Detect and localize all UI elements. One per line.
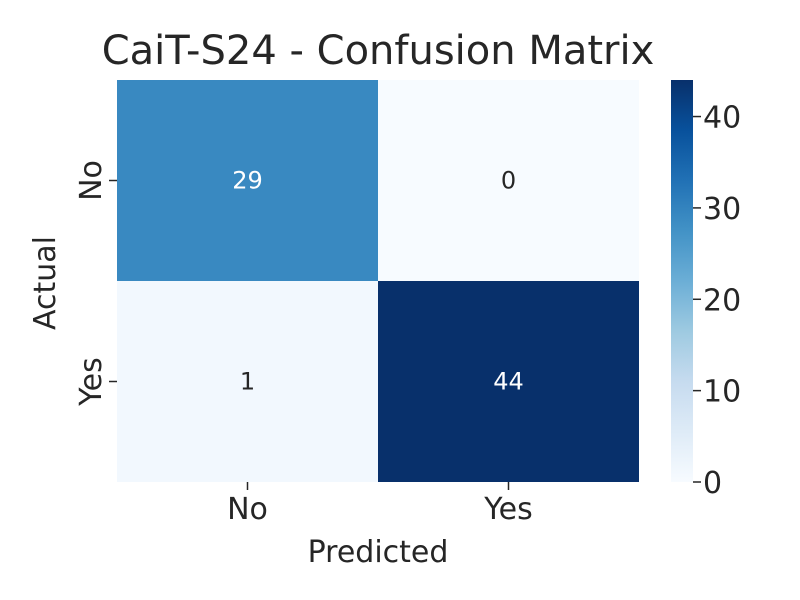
y-tick-label: No <box>74 160 109 201</box>
heatmap-value-0-0: 29 <box>232 167 263 195</box>
colorbar-tick-label: 10 <box>703 375 741 410</box>
heatmap-value-labels: 29 0 1 44 <box>232 167 524 396</box>
y-tick-label: Yes <box>74 357 109 406</box>
heatmap-cell-1-0 <box>117 281 378 482</box>
heatmap-cell-0-0 <box>117 80 378 281</box>
heatmap-cell-0-1 <box>378 80 639 281</box>
y-axis-label: Actual <box>28 236 63 330</box>
heatmap-cells <box>117 80 639 482</box>
colorbar <box>671 80 693 482</box>
colorbar-tick-label: 0 <box>703 466 722 501</box>
x-tick-label: No <box>227 492 268 527</box>
chart-title: CaiT-S24 - Confusion Matrix <box>102 28 655 74</box>
x-tick-label: Yes <box>483 492 532 527</box>
heatmap-value-1-0: 1 <box>240 368 255 396</box>
colorbar-ticks: 0 10 20 30 40 <box>693 101 741 501</box>
heatmap-value-0-1: 0 <box>501 167 516 195</box>
heatmap-value-1-1: 44 <box>493 368 524 396</box>
y-axis-ticks: No Yes <box>74 160 117 407</box>
colorbar-tick-label: 40 <box>703 101 741 136</box>
x-axis-ticks: No Yes <box>227 482 533 527</box>
heatmap-cell-1-1 <box>378 281 639 482</box>
x-axis-label: Predicted <box>308 535 449 570</box>
colorbar-tick-label: 20 <box>703 283 741 318</box>
colorbar-tick-label: 30 <box>703 192 741 227</box>
